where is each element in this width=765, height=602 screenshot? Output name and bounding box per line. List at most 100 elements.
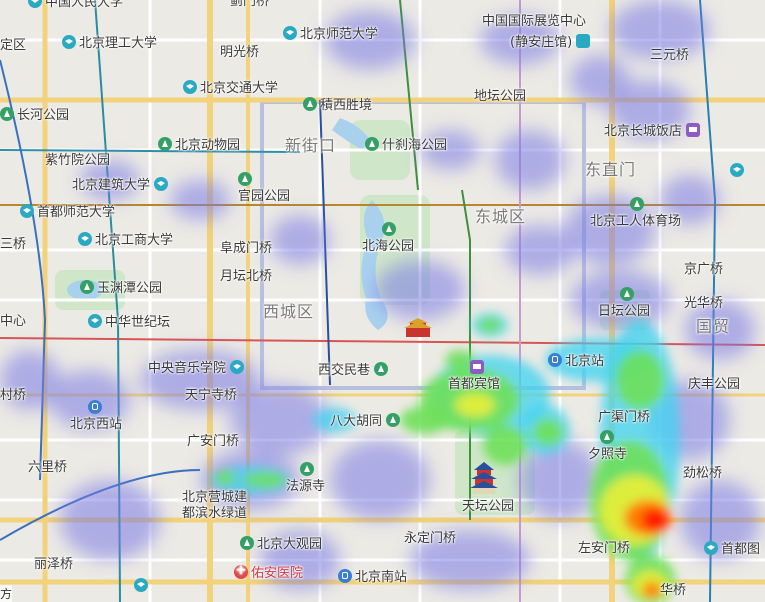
label-ligong[interactable]: 北京理工大学 [62, 35, 157, 52]
temple-of-heaven-icon [470, 462, 498, 496]
school-icon [20, 204, 34, 218]
label-guanganmen[interactable]: 广安门桥 [187, 434, 240, 449]
park-icon [374, 362, 389, 376]
hospital-icon [234, 563, 248, 579]
park-icon [386, 413, 401, 427]
label-district-cut: 定区 [0, 38, 27, 53]
train-station-icon [338, 569, 352, 583]
label-yinyue[interactable]: 中央音乐学院 [148, 360, 247, 377]
school-icon [154, 177, 169, 191]
train-station-icon [548, 353, 562, 367]
label-dongcheng: 东城区 [475, 207, 527, 226]
label-fayuan[interactable]: 法源寺 [286, 462, 325, 495]
label-guanyuan[interactable]: 官园公园 [238, 172, 290, 205]
label-zhongxin[interactable]: 中心 [0, 314, 27, 329]
label-jingan[interactable]: (静安庄馆) [510, 34, 593, 51]
label-right-school[interactable] [730, 163, 747, 180]
park-icon [238, 172, 252, 186]
label-dongzhimen: 东直门 [585, 160, 637, 179]
park-icon [630, 197, 644, 211]
label-beijingnan[interactable]: 北京南站 [338, 569, 407, 586]
label-guangqu[interactable]: 广渠门桥 [598, 410, 651, 425]
label-tianning[interactable]: 天宁寺桥 [185, 388, 238, 403]
label-youan-hospital[interactable]: 佑安医院 [234, 563, 303, 582]
label-sanqiao[interactable]: 三桥 [0, 237, 27, 252]
label-jiaotong[interactable]: 北京交通大学 [183, 80, 278, 97]
label-xinjiekou: 新街口 [285, 136, 337, 155]
label-yongding[interactable]: 永定门桥 [404, 531, 457, 546]
label-lize[interactable]: 丽泽桥 [34, 557, 74, 572]
label-badahutong[interactable]: 八大胡同 [330, 413, 403, 430]
park-icon [600, 430, 614, 444]
water-layer [67, 118, 388, 330]
label-mingguang-bridge[interactable]: 明光桥 [220, 45, 260, 60]
label-xijiao[interactable]: 西交民巷 [318, 362, 391, 379]
label-jishuitan[interactable]: 積西胜境 [303, 97, 372, 114]
train-station-icon [88, 400, 102, 414]
label-bottom-bridge[interactable]: 华桥 [660, 583, 687, 598]
park-icon [382, 222, 396, 236]
label-beijingzhan[interactable]: 北京站 [548, 353, 604, 370]
label-changhe[interactable]: 长河公园 [0, 107, 69, 124]
label-shoudu-right[interactable]: 首都图 [704, 541, 760, 558]
label-liuli[interactable]: 六里桥 [28, 460, 68, 475]
label-shijiyuan[interactable]: 中华世纪坛 [88, 314, 170, 331]
tiananmen-landmark[interactable] [404, 316, 435, 341]
label-gongshang[interactable]: 北京工商大学 [78, 232, 173, 249]
label-zizhuyuan[interactable]: 紫竹院公园 [45, 153, 111, 168]
label-bottom-school[interactable] [134, 578, 151, 595]
school-icon [62, 35, 76, 49]
label-xizhao[interactable]: 夕照寺 [588, 430, 627, 463]
label-jingguang[interactable]: 京广桥 [684, 262, 724, 277]
tiananmen-icon [404, 316, 432, 338]
school-icon [78, 232, 92, 246]
hotel-icon [470, 360, 484, 374]
label-sanyuan-bridge[interactable]: 三元桥 [650, 48, 690, 63]
label-dongwuyuan[interactable]: 北京动物园 [158, 137, 240, 154]
label-yuetan[interactable]: 月坛北桥 [220, 269, 273, 284]
label-yuyuantan[interactable]: 玉渊潭公园 [80, 280, 162, 297]
label-zhanlan[interactable]: 中国国际展览中心 [482, 14, 587, 29]
label-jianzhu[interactable]: 北京建筑大学 [72, 177, 171, 194]
school-icon [28, 0, 42, 8]
school-icon [183, 80, 197, 94]
label-jimen-bridge[interactable]: 蓟门桥 [230, 0, 270, 9]
park-icon [0, 107, 14, 121]
label-yingcheng[interactable]: 北京营城建 都滨水绿道 [182, 490, 248, 521]
park-icon [158, 137, 172, 151]
label-guomao: 国贸 [696, 317, 731, 336]
label-shoudu-binguan[interactable]: 首都宾馆 [448, 360, 500, 393]
label-fuchengmen[interactable]: 阜成门桥 [220, 241, 273, 256]
label-changcheng[interactable]: 北京长城饭店 [604, 123, 703, 140]
school-icon [730, 163, 744, 177]
tiantan-landmark[interactable]: 天坛公园 [462, 462, 514, 515]
park-icon [240, 536, 254, 550]
venue-icon [576, 34, 591, 48]
label-jinsong[interactable]: 劲松桥 [683, 466, 723, 481]
label-shoushi[interactable]: 首都师范大学 [20, 204, 115, 221]
label-shichahai[interactable]: 什刹海公园 [365, 137, 447, 154]
label-guanghua[interactable]: 光华桥 [684, 296, 724, 311]
label-xicheng: 西城区 [263, 302, 315, 321]
label-qingfeng[interactable]: 庆丰公园 [688, 377, 741, 392]
label-beihai[interactable]: 北海公园 [362, 222, 414, 255]
heatmap-mid [210, 313, 680, 602]
label-beijingxi[interactable]: 北京西站 [70, 400, 122, 433]
school-icon [134, 578, 148, 592]
label-zuoanmen[interactable]: 左安门桥 [578, 541, 631, 556]
library-icon [704, 541, 718, 555]
label-daguanyuan[interactable]: 北京大观园 [240, 536, 322, 553]
school-icon [230, 360, 245, 374]
label-ditan[interactable]: 地坛公园 [474, 89, 527, 104]
hotel-icon [686, 123, 701, 137]
label-cunqiao[interactable]: 村桥 [0, 388, 27, 403]
label-shifan[interactable]: 北京师范大学 [283, 26, 378, 43]
monument-icon [88, 314, 102, 328]
label-ritan[interactable]: 日坛公园 [598, 287, 650, 320]
school-icon [283, 26, 297, 40]
park-icon [300, 462, 314, 476]
label-renmin-university[interactable]: 中国人民大学 [28, 0, 123, 11]
park-icon [80, 280, 94, 294]
label-gongren[interactable]: 北京工人体育场 [590, 197, 681, 230]
